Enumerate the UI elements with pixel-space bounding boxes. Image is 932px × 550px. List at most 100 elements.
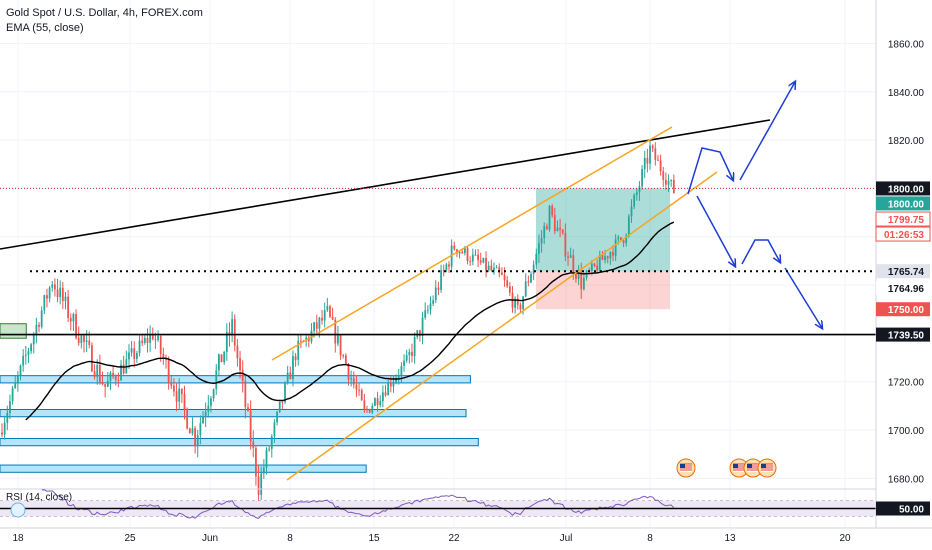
candle-body [318, 317, 321, 329]
candle-body [432, 300, 435, 304]
candle-body [215, 370, 218, 390]
candle-body [260, 473, 263, 495]
candle-body [366, 408, 368, 410]
support-zones [0, 323, 479, 473]
candle-body [157, 336, 159, 340]
resistance-trendline [0, 119, 771, 250]
candle-body [204, 411, 207, 416]
candle-body [466, 248, 469, 261]
event-icons[interactable] [676, 458, 777, 478]
candle-body [196, 435, 199, 446]
candle-body [583, 277, 585, 290]
rsi-value-tag [876, 501, 930, 516]
candle-body [575, 272, 577, 279]
candle-body [564, 233, 567, 257]
candle-body [508, 286, 511, 293]
candle-body [392, 382, 395, 387]
candle-body [186, 408, 189, 429]
candle-body [252, 441, 255, 449]
candle-body [278, 401, 281, 412]
candle-body [572, 255, 575, 273]
candle-body [262, 467, 265, 474]
candle-body [408, 351, 411, 356]
candle-body [498, 267, 501, 273]
candle-body [6, 412, 9, 423]
candle-body [217, 354, 220, 371]
time-tick-label: 22 [448, 533, 460, 544]
candle-body [442, 270, 445, 272]
candle-body [482, 257, 485, 263]
candle-body [337, 335, 339, 344]
projection-arrow [741, 239, 780, 265]
candle-body [461, 251, 464, 254]
rsi-label: RSI (14, close) [6, 492, 72, 503]
candle-body [625, 235, 628, 244]
time-tick-label: 13 [724, 533, 736, 544]
candle-body [32, 334, 35, 345]
candle-body [9, 401, 11, 413]
us-flag-icon[interactable] [757, 458, 777, 478]
time-axis[interactable]: 18 25 Jun 8 15 22 Jul 8 13 20 [0, 527, 932, 544]
candle-body [612, 252, 614, 256]
time-tick-label: 8 [287, 533, 293, 544]
projection-arrow [687, 147, 733, 195]
candle-body [128, 352, 130, 360]
candle-body [231, 319, 234, 336]
support-zone [0, 437, 479, 447]
candle-body [40, 310, 43, 327]
channel-upper [271, 126, 673, 361]
candle-body [212, 389, 215, 399]
candle-body [321, 317, 323, 321]
candle-body [19, 365, 22, 376]
candle-body [434, 287, 437, 301]
symbol-title: Gold Spot / U.S. Dollar, 4h, FOREX.com [6, 7, 203, 19]
candle-body [569, 255, 572, 258]
candle-body [315, 322, 318, 329]
candle-body [61, 287, 64, 302]
price-tick-label: 1720.00 [888, 378, 925, 389]
candle-body [363, 400, 366, 409]
candle-body [424, 310, 427, 318]
candle-body [559, 227, 561, 230]
candle-body [88, 340, 91, 346]
candle-body [11, 388, 14, 402]
candle-body [352, 378, 355, 385]
candle-body [670, 179, 673, 181]
drawings [0, 82, 822, 481]
candle-body [48, 287, 51, 299]
candle-body [638, 186, 641, 193]
candle-body [448, 264, 450, 267]
candle-body [477, 254, 479, 261]
us-flag-icon[interactable] [676, 458, 696, 478]
candle-body [170, 383, 173, 386]
candle-body [307, 337, 310, 342]
price-tag-label: 01:26:53 [884, 230, 924, 241]
candle-body [389, 382, 392, 387]
candle-body [649, 145, 651, 164]
candle-body [630, 206, 633, 217]
candle-body [130, 348, 133, 353]
candle-body [149, 333, 152, 343]
rsi-pane: RSI (14, close) [0, 488, 876, 519]
support-zone [0, 464, 367, 473]
candle-body [233, 319, 236, 346]
candle-body [239, 358, 241, 371]
candle-body [651, 145, 654, 149]
candle-body [379, 401, 382, 405]
candle-body [609, 252, 612, 259]
candle-body [617, 237, 620, 240]
support-zone [0, 323, 27, 339]
candle-body [91, 345, 93, 372]
candle-body [16, 375, 19, 383]
candle-body [487, 265, 490, 271]
candle-body [657, 159, 659, 161]
candle-body [543, 226, 546, 239]
candle-body [538, 243, 540, 254]
us-flag-icon[interactable] [743, 458, 763, 478]
candle-body [117, 380, 120, 382]
price-tag-label: 1800.00 [888, 199, 925, 210]
price-tag-label: 1799.75 [888, 215, 925, 226]
ema-legend: EMA (55, close) [6, 22, 84, 34]
candle-body [601, 254, 604, 261]
